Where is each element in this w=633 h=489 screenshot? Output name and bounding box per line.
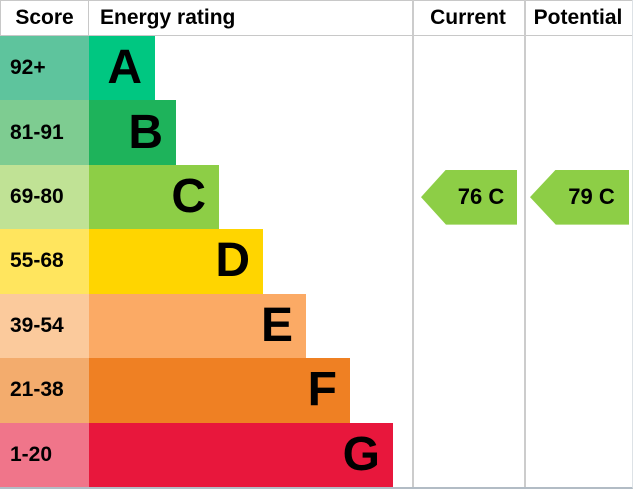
band-row-g: 1-20 G <box>0 422 632 487</box>
header-score: Score <box>0 1 89 35</box>
score-range-b: 81-91 <box>0 100 89 165</box>
score-range-a: 92+ <box>0 36 89 101</box>
band-bar-c: C <box>89 164 219 230</box>
header-energy-rating: Energy rating <box>100 6 236 29</box>
bands-area: 92+ A 81-91 B 69-80 C 55-68 D 39-54 E 21-38 F 1-20 G <box>0 36 632 487</box>
band-row-c: 69-80 C <box>0 164 632 230</box>
band-letter-d: D <box>215 234 250 288</box>
band-letter-b: B <box>128 105 163 159</box>
band-row-e: 39-54 E <box>0 293 632 359</box>
header-potential: Potential <box>533 6 623 29</box>
current-rating-arrow: 76 C <box>421 169 517 225</box>
potential-column-divider <box>524 0 526 487</box>
band-letter-f: F <box>307 363 337 417</box>
score-range-g: 1-20 <box>0 422 89 487</box>
potential-rating-label: 79 C <box>568 184 615 210</box>
band-bar-g: G <box>89 422 393 487</box>
band-letter-e: E <box>260 298 293 352</box>
score-range-f: 21-38 <box>0 358 89 423</box>
current-column-divider <box>412 0 414 487</box>
band-letter-c: C <box>171 170 206 224</box>
band-row-f: 21-38 F <box>0 358 632 423</box>
band-row-b: 81-91 B <box>0 100 632 165</box>
band-bar-a: A <box>89 36 155 101</box>
score-range-e: 39-54 <box>0 293 89 359</box>
band-bar-e: E <box>89 293 306 359</box>
band-row-d: 55-68 D <box>0 229 632 294</box>
band-letter-a: A <box>107 41 142 95</box>
header-current: Current <box>430 6 506 29</box>
score-range-c: 69-80 <box>0 164 89 230</box>
band-bar-b: B <box>89 100 176 165</box>
chart-header: Score Energy rating Current Potential <box>0 0 632 36</box>
band-bar-d: D <box>89 229 263 294</box>
score-range-d: 55-68 <box>0 229 89 294</box>
band-bar-f: F <box>89 358 350 423</box>
current-rating-label: 76 C <box>457 184 505 210</box>
band-row-a: 92+ A <box>0 36 632 101</box>
band-letter-g: G <box>342 427 380 481</box>
